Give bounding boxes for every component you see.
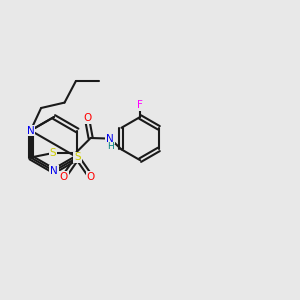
Text: O: O — [60, 172, 68, 182]
Text: F: F — [137, 100, 143, 110]
Text: O: O — [87, 172, 95, 182]
Text: S: S — [50, 148, 56, 158]
Text: H: H — [107, 142, 113, 152]
Text: N: N — [106, 134, 114, 144]
Text: N: N — [27, 125, 34, 136]
Text: O: O — [83, 113, 91, 124]
Text: S: S — [74, 152, 81, 163]
Text: N: N — [50, 166, 58, 176]
